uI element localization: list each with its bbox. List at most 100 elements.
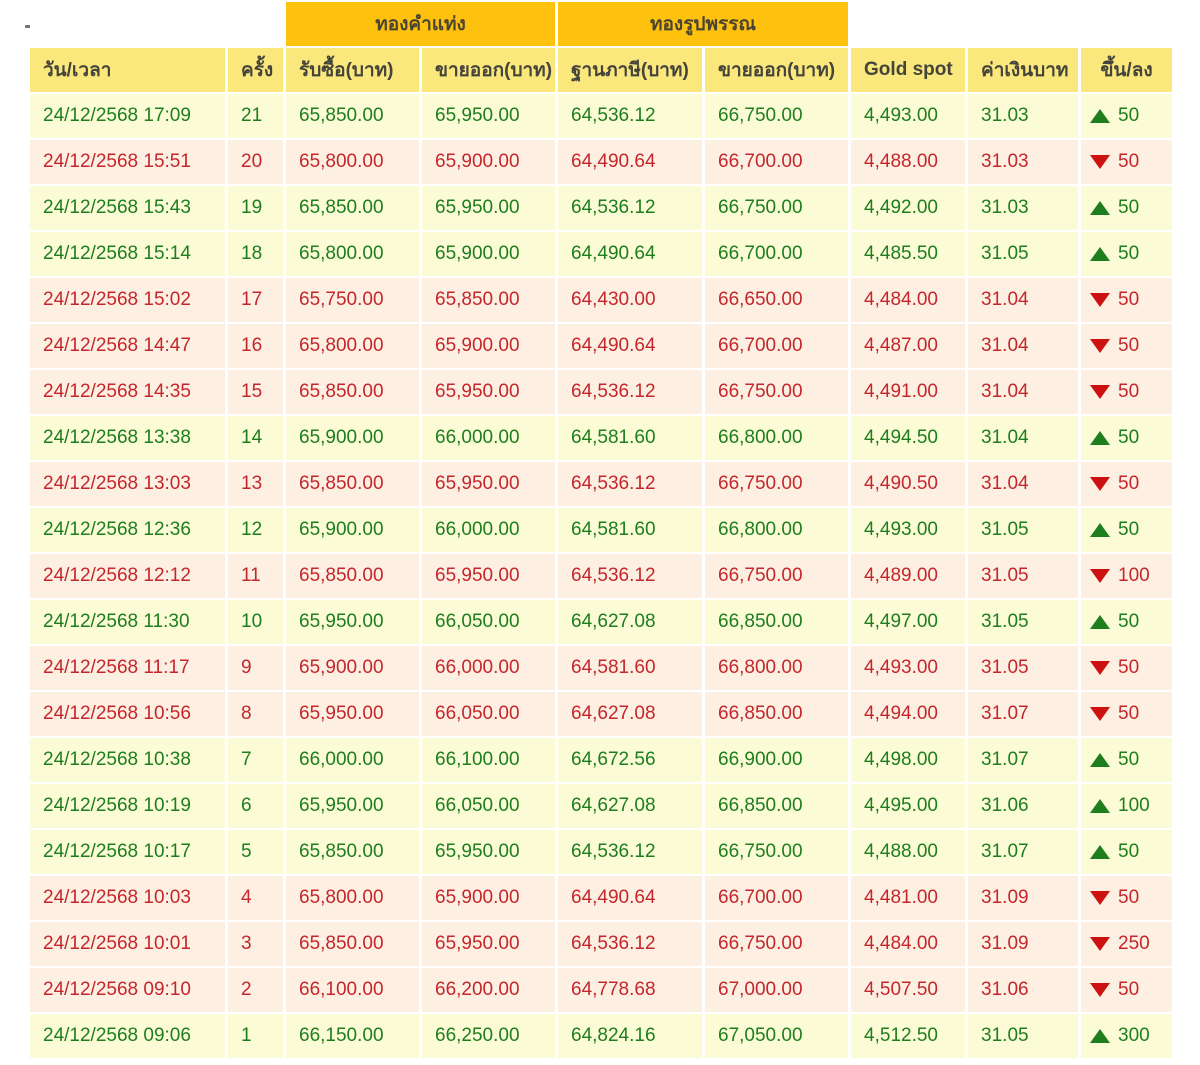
cell-tax-base: 64,627.08	[558, 600, 703, 644]
cell-gold-spot: 4,512.50	[851, 1014, 966, 1058]
cell-baht-rate: 31.04	[968, 416, 1079, 460]
cell-datetime: 24/12/2568 09:10	[30, 968, 225, 1012]
cell-change: 50	[1081, 600, 1173, 644]
cell-datetime: 24/12/2568 11:17	[30, 646, 225, 690]
cell-change: 50	[1081, 738, 1173, 782]
down-arrow-icon	[1090, 706, 1111, 721]
cell-gold-spot: 4,494.50	[851, 416, 966, 460]
down-arrow-icon	[1090, 154, 1111, 169]
cell-gold-spot: 4,491.00	[851, 370, 966, 414]
cell-bar-sell: 65,900.00	[422, 140, 556, 184]
cell-change: 50	[1081, 508, 1173, 552]
up-arrow-icon	[1090, 430, 1111, 445]
cell-round-no: 13	[228, 462, 283, 506]
cell-round-no: 10	[228, 600, 283, 644]
change-value: 250	[1118, 932, 1150, 954]
cell-bar-sell: 66,250.00	[422, 1014, 556, 1058]
cell-ornament-sell: 66,750.00	[705, 186, 849, 230]
cell-gold-spot: 4,507.50	[851, 968, 966, 1012]
cell-change: 250	[1081, 922, 1173, 966]
change-value: 50	[1118, 242, 1140, 264]
cell-ornament-sell: 66,700.00	[705, 324, 849, 368]
cell-datetime: 24/12/2568 12:36	[30, 508, 225, 552]
up-arrow-icon	[1090, 844, 1111, 859]
cell-change: 50	[1081, 94, 1173, 138]
cell-datetime: 24/12/2568 12:12	[30, 554, 225, 598]
cell-round-no: 14	[228, 416, 283, 460]
cell-datetime: 24/12/2568 15:51	[30, 140, 225, 184]
cell-tax-base: 64,536.12	[558, 922, 703, 966]
cell-gold-spot: 4,493.00	[851, 508, 966, 552]
header-up-down: ขึ้น/ลง	[1081, 48, 1173, 92]
cell-bar-buy: 65,850.00	[286, 554, 419, 598]
cell-ornament-sell: 66,750.00	[705, 922, 849, 966]
cell-datetime: 24/12/2568 10:03	[30, 876, 225, 920]
header-gold-spot: Gold spot	[851, 48, 966, 92]
cell-bar-buy: 65,850.00	[286, 370, 419, 414]
cell-gold-spot: 4,497.00	[851, 600, 966, 644]
cell-change: 50	[1081, 370, 1173, 414]
cell-round-no: 7	[228, 738, 283, 782]
cell-change: 50	[1081, 416, 1173, 460]
header-tax-base: ฐานภาษี(บาท)	[558, 48, 703, 92]
down-arrow-icon	[1090, 890, 1111, 905]
cell-bar-buy: 65,950.00	[286, 784, 419, 828]
down-arrow-icon	[1090, 660, 1111, 675]
cell-datetime: 24/12/2568 17:09	[30, 94, 225, 138]
price-table-body: 24/12/2568 17:09 21 65,850.00 65,950.00 64,5…	[30, 94, 1173, 1058]
table-row: 24/12/2568 13:03 13 65,850.00 65,950.00 64,5…	[30, 462, 1173, 506]
cell-bar-sell: 66,000.00	[422, 416, 556, 460]
cell-round-no: 20	[228, 140, 283, 184]
cell-bar-buy: 65,900.00	[286, 416, 419, 460]
cell-tax-base: 64,824.16	[558, 1014, 703, 1058]
cell-ornament-sell: 66,700.00	[705, 232, 849, 276]
header-bar-sell: ขายออก(บาท)	[422, 48, 556, 92]
cell-round-no: 12	[228, 508, 283, 552]
band-spacer-right	[851, 2, 1173, 46]
down-arrow-icon	[1090, 384, 1111, 399]
cell-ornament-sell: 66,700.00	[705, 140, 849, 184]
change-value: 100	[1118, 794, 1150, 816]
cell-tax-base: 64,490.64	[558, 876, 703, 920]
cell-change: 50	[1081, 692, 1173, 736]
cell-round-no: 5	[228, 830, 283, 874]
cell-tax-base: 64,430.00	[558, 278, 703, 322]
band-gold-bar: ทองคำแท่ง	[286, 2, 556, 46]
change-value: 50	[1118, 748, 1140, 770]
cell-tax-base: 64,536.12	[558, 94, 703, 138]
table-row: 24/12/2568 12:36 12 65,900.00 66,000.00 64,5…	[30, 508, 1173, 552]
cell-baht-rate: 31.06	[968, 784, 1079, 828]
cell-ornament-sell: 66,850.00	[705, 600, 849, 644]
cell-gold-spot: 4,492.00	[851, 186, 966, 230]
cell-tax-base: 64,627.08	[558, 784, 703, 828]
cell-bar-buy: 65,900.00	[286, 508, 419, 552]
column-header-row: วัน/เวลา ครั้ง รับซื้อ(บาท) ขายออก(บาท) …	[30, 48, 1173, 92]
cell-bar-buy: 65,850.00	[286, 922, 419, 966]
table-row: 24/12/2568 10:17 5 65,850.00 65,950.00 64,53…	[30, 830, 1173, 874]
header-datetime: วัน/เวลา	[30, 48, 225, 92]
table-row: 24/12/2568 15:14 18 65,800.00 65,900.00 64,4…	[30, 232, 1173, 276]
cell-change: 300	[1081, 1014, 1173, 1058]
cell-bar-buy: 65,950.00	[286, 600, 419, 644]
cell-tax-base: 64,581.60	[558, 646, 703, 690]
change-value: 50	[1118, 104, 1140, 126]
cell-tax-base: 64,778.68	[558, 968, 703, 1012]
cell-gold-spot: 4,488.00	[851, 830, 966, 874]
gold-price-table: ทองคำแท่ง ทองรูปพรรณ วัน/เวลา ครั้ง รับซ…	[27, 0, 1175, 1060]
cell-ornament-sell: 66,750.00	[705, 830, 849, 874]
cell-ornament-sell: 66,750.00	[705, 554, 849, 598]
cell-bar-sell: 66,100.00	[422, 738, 556, 782]
up-arrow-icon	[1090, 798, 1111, 813]
cell-ornament-sell: 66,750.00	[705, 94, 849, 138]
cell-baht-rate: 31.09	[968, 922, 1079, 966]
cell-change: 50	[1081, 830, 1173, 874]
cell-baht-rate: 31.05	[968, 508, 1079, 552]
table-row: 24/12/2568 12:12 11 65,850.00 65,950.00 64,5…	[30, 554, 1173, 598]
cell-round-no: 2	[228, 968, 283, 1012]
cell-round-no: 18	[228, 232, 283, 276]
cell-ornament-sell: 66,750.00	[705, 462, 849, 506]
cell-gold-spot: 4,494.00	[851, 692, 966, 736]
cell-ornament-sell: 66,750.00	[705, 370, 849, 414]
band-gold-ornament: ทองรูปพรรณ	[558, 2, 849, 46]
cell-round-no: 3	[228, 922, 283, 966]
